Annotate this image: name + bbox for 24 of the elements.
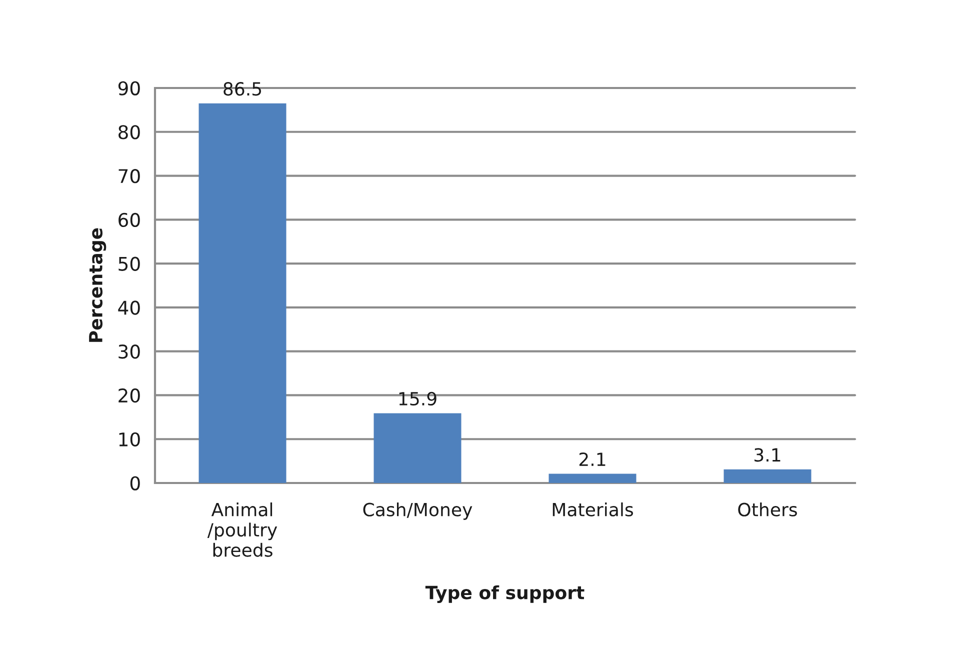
x-tick-label: Materials xyxy=(552,502,633,516)
bar xyxy=(374,413,462,483)
data-label: 2.1 xyxy=(579,452,606,466)
y-tick-label: 30 xyxy=(118,344,140,359)
x-tick-label: Others xyxy=(738,502,797,516)
y-axis-title: Percentage xyxy=(89,228,106,342)
bar xyxy=(548,474,636,483)
bar xyxy=(198,103,286,483)
y-tick-label: 40 xyxy=(118,300,140,315)
data-label: 3.1 xyxy=(754,448,780,462)
y-tick-label: 50 xyxy=(118,256,140,271)
y-tick-label: 90 xyxy=(118,81,140,96)
x-axis-title: Type of support xyxy=(425,585,584,603)
y-tick-label: 70 xyxy=(118,168,140,184)
y-tick-label: 60 xyxy=(118,212,140,228)
y-tick-label: 10 xyxy=(119,432,140,446)
x-tick-label: Cash/Money xyxy=(363,502,472,520)
x-tick-label: Animal /poultry breeds xyxy=(207,502,278,557)
bar xyxy=(724,469,812,483)
y-tick-label: 0 xyxy=(130,476,140,490)
y-tick-label: 80 xyxy=(118,125,140,140)
data-label: 15.9 xyxy=(399,392,436,406)
data-label: 86.5 xyxy=(224,82,262,96)
y-tick-label: 20 xyxy=(118,388,140,403)
